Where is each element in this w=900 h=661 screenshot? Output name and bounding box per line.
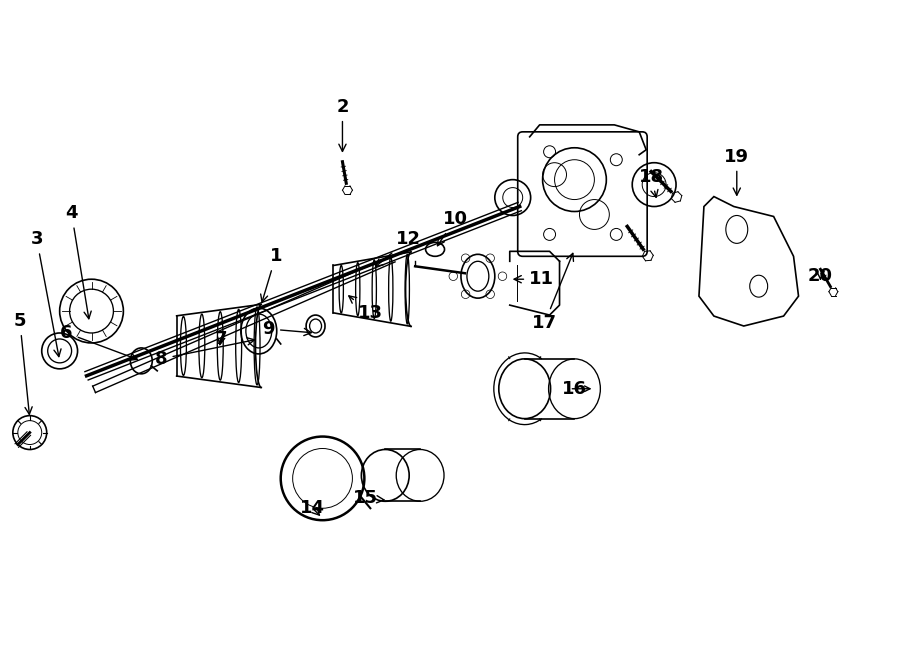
- Text: 5: 5: [14, 312, 32, 414]
- Text: 9: 9: [263, 320, 311, 338]
- Text: 15: 15: [353, 489, 384, 507]
- Text: 16: 16: [562, 380, 587, 398]
- Text: 6: 6: [60, 324, 137, 360]
- Text: 14: 14: [300, 499, 325, 518]
- Text: 19: 19: [724, 147, 750, 195]
- Text: 7: 7: [215, 330, 227, 348]
- Text: 20: 20: [808, 267, 833, 286]
- Text: 11: 11: [514, 270, 554, 288]
- Text: 3: 3: [31, 231, 61, 357]
- Text: 8: 8: [155, 338, 255, 368]
- Text: 4: 4: [66, 204, 91, 319]
- Text: 18: 18: [639, 168, 663, 198]
- Text: 13: 13: [349, 296, 382, 322]
- Text: 10: 10: [437, 210, 467, 246]
- Text: 12: 12: [375, 231, 420, 266]
- Text: 2: 2: [337, 98, 348, 151]
- Text: 1: 1: [261, 247, 282, 302]
- Text: 17: 17: [532, 253, 573, 332]
